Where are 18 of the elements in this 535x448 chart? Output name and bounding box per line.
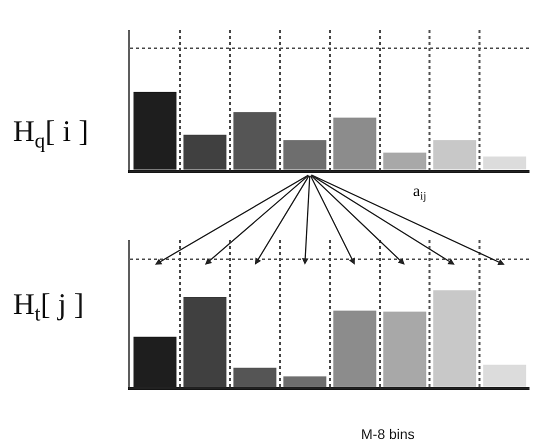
- text: M-8 bins: [361, 426, 415, 442]
- bar: [183, 297, 226, 388]
- y-axis-title: H$_{t}$[ j ]: [13, 288, 84, 326]
- bar: [433, 290, 476, 388]
- bar: [183, 134, 226, 170]
- bar: [383, 312, 426, 388]
- bar: [283, 140, 326, 170]
- bar: [483, 364, 526, 388]
- bar: [433, 140, 476, 170]
- bar: [483, 156, 526, 170]
- bar: [333, 310, 376, 388]
- bar: [383, 152, 426, 170]
- bar: [233, 112, 276, 170]
- bar: [233, 368, 276, 388]
- bar: [283, 376, 326, 388]
- bar: [333, 118, 376, 170]
- text: a$_{ij}$: [413, 183, 426, 202]
- y-axis-title: H$_{q}$[ i ]: [13, 115, 88, 152]
